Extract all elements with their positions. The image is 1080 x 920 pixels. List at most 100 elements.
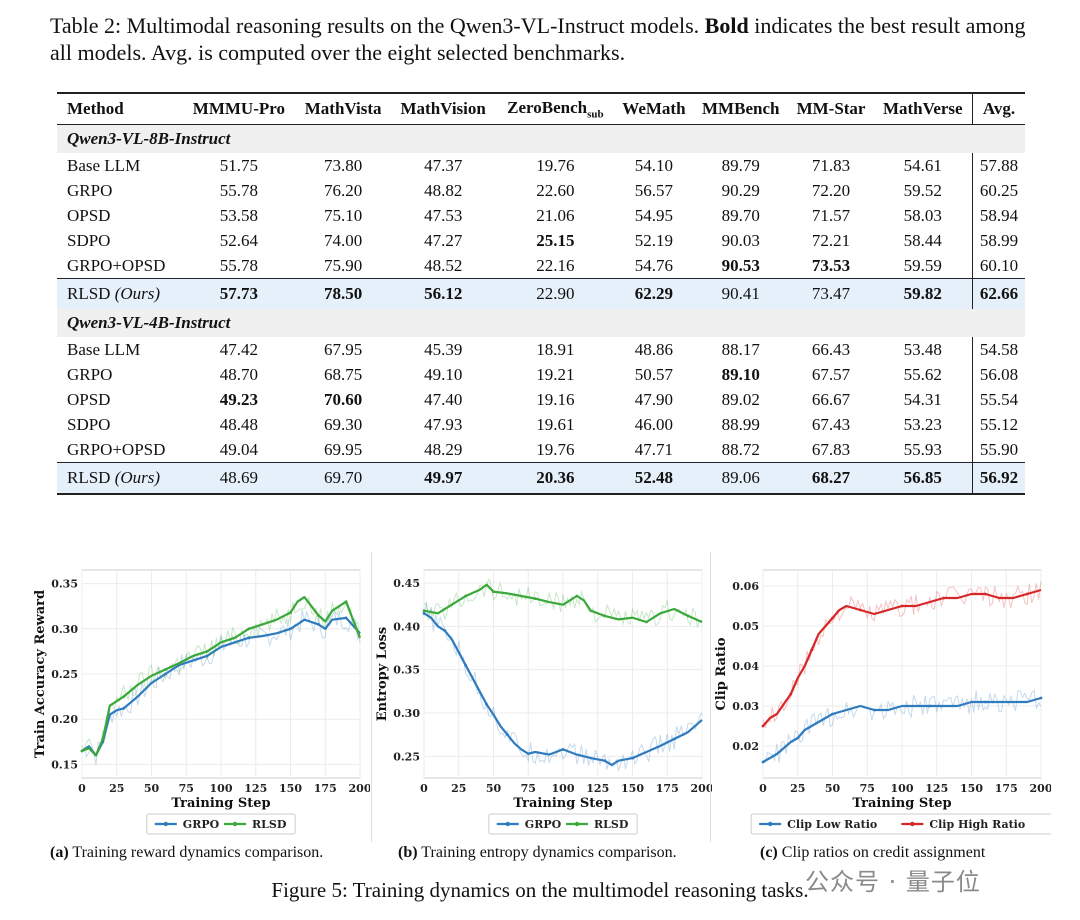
avg-cell: 56.08 [972,362,1025,387]
method-cell: Base LLM [67,155,141,175]
value-cell: 66.43 [811,339,851,359]
ours-tag: (Ours) [114,284,161,303]
avg-cell: 56.92 [972,462,1025,495]
data-point [761,760,765,764]
method-cell: GRPO+OPSD [67,255,166,275]
value-cell: 25.15 [536,230,575,250]
group-header-row: Qwen3-VL-4B-Instruct [57,309,1025,337]
data-point [672,737,676,741]
x-axis-label: Training Step [513,796,612,811]
legend-box [488,813,638,835]
value-cell: 75.10 [324,205,363,225]
header-wemath: WeMath [622,99,686,118]
value-cell: 59.82 [873,278,973,309]
value-cell: 89.06 [692,462,789,495]
legend-label: GRPO [183,818,220,831]
data-point [789,692,793,696]
value-cell: 68.27 [788,462,874,495]
method-cell: OPSD [67,389,111,409]
value-cell: 67.43 [811,414,851,434]
table-row: GRPO 55.78 76.20 48.82 22.60 56.57 90.29 72.20 5… [57,178,1025,203]
data-point [422,611,426,615]
x-tick-label: 100 [891,782,914,795]
x-tick-label: 75 [521,782,536,795]
value-cell: 19.21 [536,364,575,384]
value-cell: 19.76 [536,155,575,175]
data-point [205,654,209,658]
ours-row: RLSD (Ours) 57.73 78.50 56.12 22.90 62.29 90.4… [57,278,1025,309]
method-cell: SDPO [67,414,111,434]
x-tick-label: 100 [210,782,233,795]
y-axis-label: Train Accuracy Reward [33,590,48,758]
value-cell: 78.50 [295,278,391,309]
data-point [247,636,251,640]
raw-series-grpo [423,603,703,773]
watermark: 公众号 · 量子位 [805,868,981,896]
value-cell: 73.47 [788,278,874,309]
x-tick-label: 150 [279,782,302,795]
value-cell: 18.91 [536,339,575,359]
value-cell: 22.60 [536,180,575,200]
value-cell: 57.73 [182,278,296,309]
value-cell: 47.53 [424,205,463,225]
value-cell: 73.80 [324,155,363,175]
data-point [344,616,348,620]
subcaption-a-label: (a) [50,844,69,861]
value-cell: 47.71 [634,439,674,459]
series-line-rlsd [81,595,362,757]
data-point [316,622,320,626]
value-cell: 56.12 [390,278,496,309]
x-tick-label: 100 [552,782,575,795]
data-point [1039,696,1043,700]
group-header-row: Qwen3-VL-8B-Instruct [57,124,1025,153]
value-cell: 45.39 [424,339,463,359]
value-cell: 49.97 [390,462,496,495]
value-cell: 48.52 [424,255,463,275]
value-cell: 22.16 [536,255,575,275]
value-cell: 48.48 [219,414,258,434]
x-tick-label: 175 [314,782,337,795]
results-table: Method MMMU-Pro MathVista MathVision Zer… [57,92,1025,495]
value-cell: 70.60 [324,389,363,409]
y-tick-label: 0.35 [51,578,78,591]
ours-tag: (Ours) [114,468,161,487]
value-cell: 55.78 [219,255,258,275]
value-cell: 76.20 [324,180,363,200]
data-point [422,609,426,613]
data-point [443,629,447,633]
raw-series-rlsd [423,577,703,629]
avg-cell: 62.66 [972,278,1025,309]
value-cell: 89.79 [721,155,760,175]
data-point [984,700,987,704]
avg-cell: 60.10 [972,253,1025,279]
x-tick-label: 75 [860,782,875,795]
method-cell: OPSD [67,205,111,225]
value-cell: 71.57 [811,205,851,225]
legend-label: RLSD [252,818,287,831]
header-mathvista: MathVista [304,99,382,118]
x-tick-label: 175 [656,782,679,795]
value-cell: 47.90 [634,389,674,409]
value-cell: 53.48 [903,339,942,359]
clip-ratio-chart-panel: 0 25 50 75 100 125 150 175 200 0.02 0.03 0.04 0.05 0.… [711,548,1051,848]
panel-divider [710,552,711,842]
value-cell: 88.99 [721,414,760,434]
data-point [761,724,765,728]
avg-cell: 60.25 [972,178,1025,203]
x-tick-label: 175 [995,782,1018,795]
x-axis-label: Training Step [171,796,270,811]
legend-marker [505,821,510,827]
legend-label: Clip High Ratio [929,818,1025,831]
value-cell: 69.30 [324,414,363,434]
value-cell: 49.23 [219,389,258,409]
legend-marker [163,821,168,827]
avg-cell: 55.54 [972,387,1025,412]
table-row: OPSD 49.23 70.60 47.40 19.16 47.90 89.02 66.67 5… [57,387,1025,412]
zerobench-label: ZeroBench [507,97,588,117]
y-tick-label: 0.45 [393,577,420,590]
x-tick-label: 25 [790,782,805,795]
table-body: Qwen3-VL-8B-Instruct Base LLM 51.75 73.80 47… [57,124,1025,495]
value-cell: 69.95 [324,439,363,459]
value-cell: 47.93 [424,414,463,434]
legend-box [750,813,1051,835]
